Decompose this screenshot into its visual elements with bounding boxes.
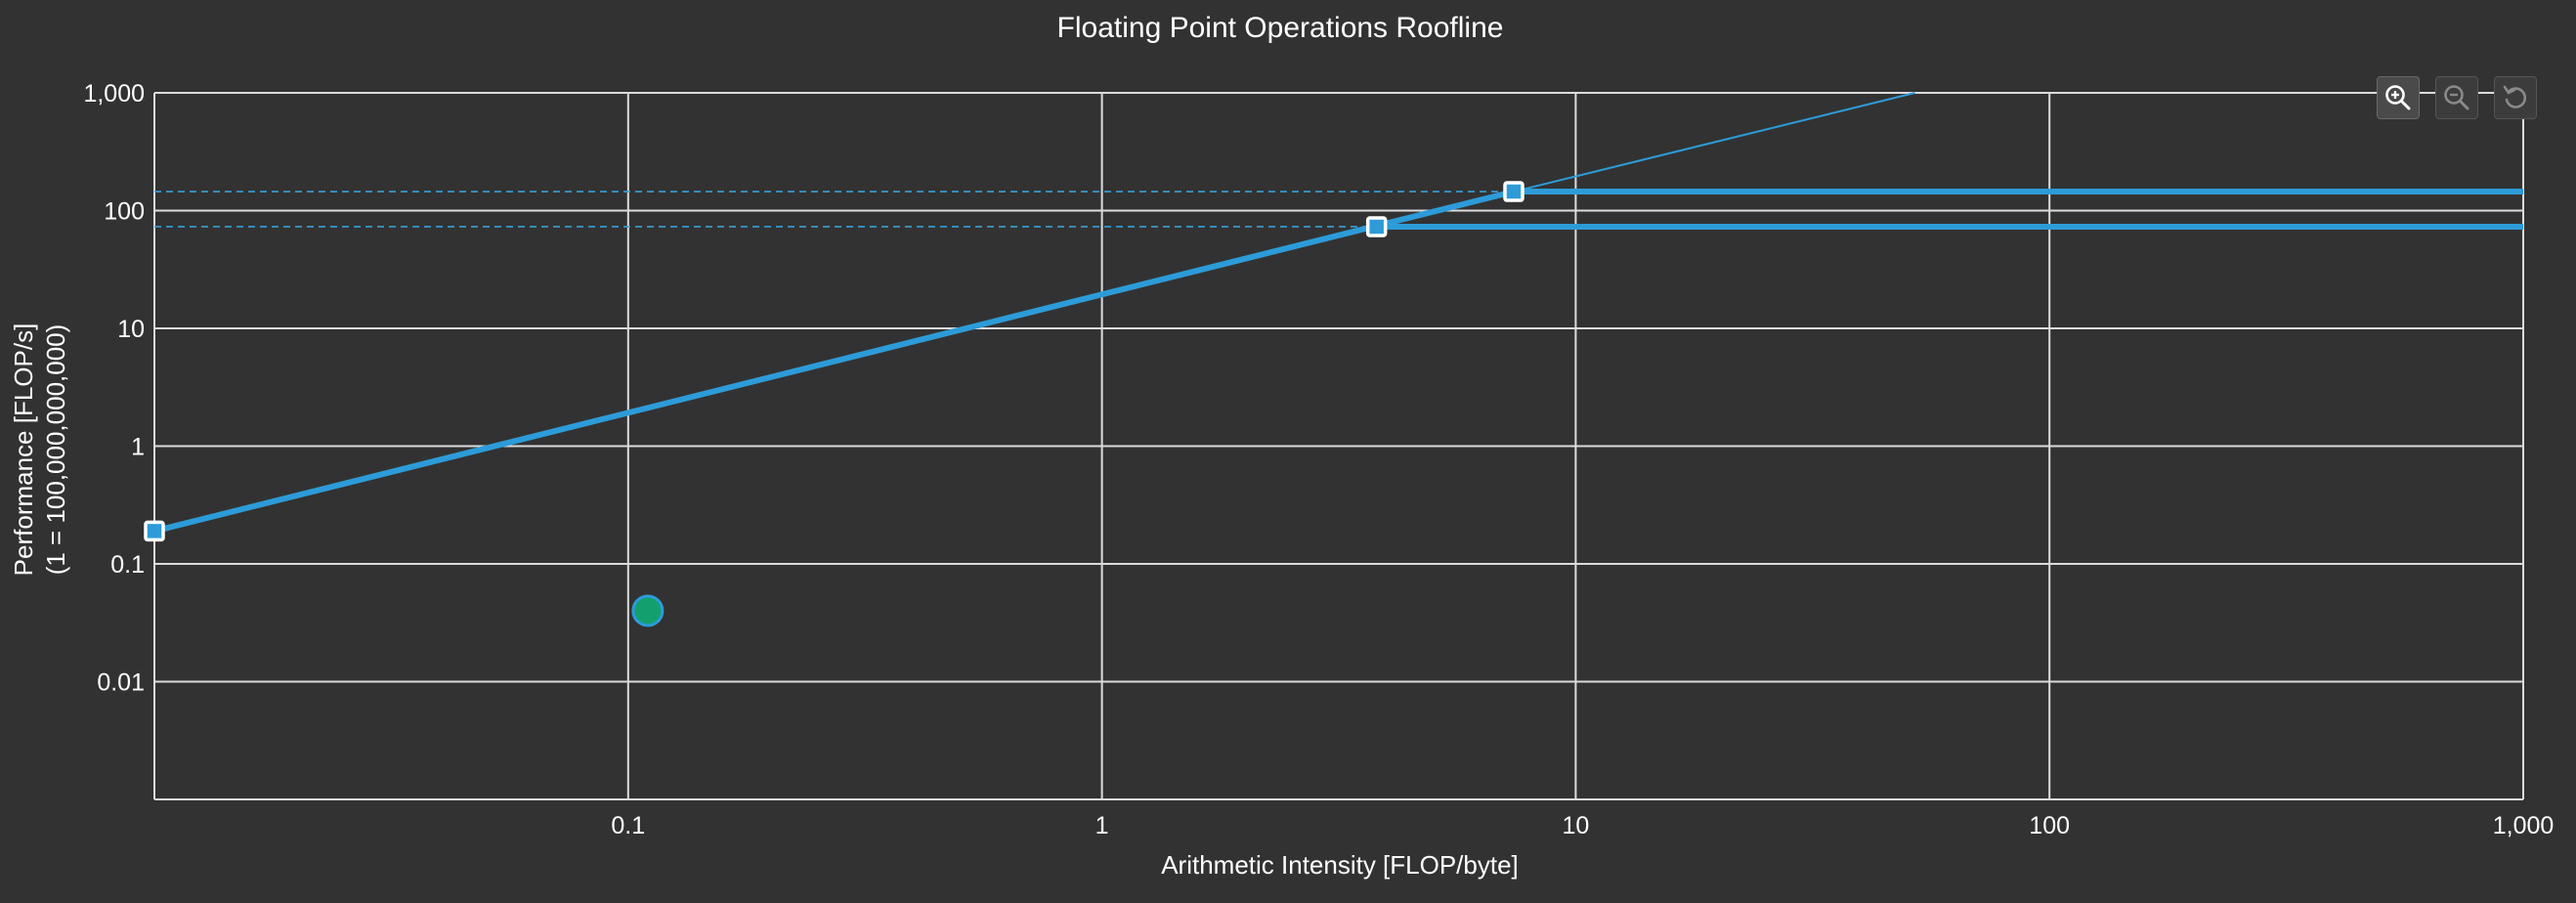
ridge-point-marker[interactable] — [1503, 181, 1524, 202]
y-tick-label: 1 — [131, 434, 145, 461]
y-tick-label: 1,000 — [83, 80, 145, 108]
x-tick-label: 0.1 — [611, 812, 645, 839]
x-tick-label: 10 — [1562, 812, 1589, 839]
tick-label-layer: 0.1 1 10 100 1,000 1,000 100 10 1 0.1 0.01 — [83, 80, 2554, 839]
kernel-point-layer[interactable] — [631, 594, 665, 627]
ridge-point-marker[interactable] — [1365, 216, 1388, 237]
roofline-series-layer — [151, 92, 2523, 535]
ridge-point-marker[interactable] — [144, 520, 165, 542]
y-tick-label: 0.1 — [110, 551, 145, 579]
y-tick-label: 0.01 — [97, 669, 145, 697]
x-axis-label: Arithmetic Intensity [FLOP/byte] — [1161, 850, 1519, 880]
ridge-marker-layer[interactable] — [144, 181, 1524, 542]
memory-bandwidth-extension-line — [1513, 92, 1915, 194]
reset-icon — [2503, 85, 2527, 108]
chart-toolbar — [2377, 76, 2537, 119]
reset-zoom-button[interactable] — [2494, 76, 2537, 119]
zoom-out-button[interactable] — [2435, 76, 2478, 119]
chart-title: Floating Point Operations Roofline — [1057, 12, 1504, 44]
zoom-in-button[interactable] — [2377, 76, 2420, 119]
grid-layer — [153, 92, 2524, 800]
x-tick-label: 1 — [1095, 812, 1109, 839]
ceiling-guide-layer — [154, 191, 2523, 228]
kernel-performance-point[interactable] — [631, 594, 665, 627]
y-tick-label: 100 — [104, 198, 145, 226]
x-tick-label: 100 — [2029, 812, 2070, 839]
y-axis-label-line1: Performance [FLOP/s] — [9, 323, 38, 577]
memory-bandwidth-roof-line — [151, 189, 1518, 535]
zoom-in-icon — [2385, 85, 2411, 110]
y-tick-label: 10 — [117, 316, 145, 343]
x-tick-label: 1,000 — [2493, 812, 2555, 839]
zoom-out-icon — [2444, 85, 2469, 110]
y-axis-label-line2: (1 = 100,000,000,000) — [41, 324, 70, 576]
